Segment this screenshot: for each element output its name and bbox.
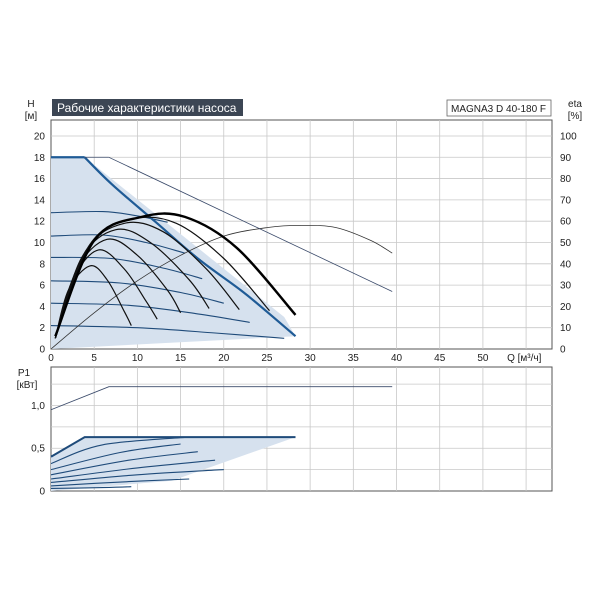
- constant-pressure-curve: [50, 256, 203, 280]
- x-tick-label: 30: [305, 353, 317, 364]
- chart-title: Рабочие характеристики насоса: [57, 101, 237, 115]
- x-tick-label: 5: [91, 353, 97, 364]
- title-box: [52, 99, 243, 116]
- constant-pressure-curve: [50, 280, 224, 304]
- speed-curve: [54, 221, 240, 339]
- y-axis-label: H: [27, 99, 34, 110]
- operating-area: [51, 157, 296, 349]
- y-axis-unit: [м]: [25, 111, 38, 122]
- power-curve: [50, 451, 198, 476]
- y-tick-label: 12: [34, 217, 46, 228]
- x-tick-label: 45: [434, 353, 446, 364]
- max-power-line: [50, 386, 393, 411]
- x-tick-label: 35: [348, 353, 360, 364]
- y2-tick-label: 20: [560, 302, 572, 313]
- upper-plot-content: [50, 156, 393, 350]
- power-curve: [50, 459, 216, 480]
- y2-tick-label: 50: [560, 238, 572, 249]
- power-curve: [50, 436, 190, 465]
- y-tick-label: 2: [39, 323, 45, 334]
- y2-tick-label: 10: [560, 323, 572, 334]
- power-tick-label: 1,0: [31, 401, 45, 412]
- y-tick-label: 16: [34, 174, 46, 185]
- lower-plot-frame: [50, 366, 553, 492]
- power-tick-label: 0,5: [31, 444, 45, 455]
- y2-tick-label: 0: [560, 345, 566, 356]
- efficiency-curve-secondary: [108, 156, 393, 292]
- power-axis-label: P1: [18, 368, 31, 379]
- y2-tick-label: 70: [560, 195, 572, 206]
- y2-tick-label: 30: [560, 281, 572, 292]
- model-label: MAGNA3 D 40-180 F: [451, 104, 546, 115]
- y-tick-label: 8: [39, 259, 45, 270]
- y2-tick-label: 80: [560, 174, 572, 185]
- model-label-box: [446, 99, 552, 117]
- y2-tick-label: 100: [560, 131, 577, 142]
- speed-curve: [54, 216, 270, 339]
- y2-axis-unit: [%]: [568, 111, 583, 122]
- efficiency-curve: [50, 224, 393, 350]
- power-axis-unit: [кВт]: [17, 380, 38, 391]
- power-curve: [50, 486, 132, 489]
- max-curve-boundary: [83, 156, 297, 338]
- y2-tick-label: 90: [560, 153, 572, 164]
- lower-tick-labels: 0 0,5 1,0: [31, 401, 45, 498]
- max-speed-curve: [54, 212, 297, 337]
- y-tick-label: 0: [39, 345, 45, 356]
- constant-pressure-curve: [50, 302, 250, 323]
- x-tick-label: 15: [175, 353, 187, 364]
- power-tick-label: 0: [39, 487, 45, 498]
- x-tick-label: 40: [391, 353, 403, 364]
- x-tick-label: 50: [477, 353, 489, 364]
- constant-pressure-curve: [50, 234, 186, 254]
- power-curve: [50, 478, 190, 487]
- constant-pressure-curve: [50, 325, 285, 339]
- y-tick-label: 18: [34, 153, 46, 164]
- power-curve: [50, 443, 181, 471]
- y2-tick-label: 60: [560, 217, 572, 228]
- y-tick-label: 20: [34, 131, 46, 142]
- x-tick-label: 25: [261, 353, 273, 364]
- constant-pressure-curve: [50, 210, 168, 223]
- x-tick-label: 20: [218, 353, 230, 364]
- x-tick-label: 0: [48, 353, 54, 364]
- lower-plot-content: [50, 386, 393, 491]
- y-tick-label: 6: [39, 281, 45, 292]
- y-tick-label: 10: [34, 238, 46, 249]
- power-curve: [50, 436, 296, 458]
- x-tick-label: 10: [132, 353, 144, 364]
- x-tick-label: Q [м³/ч]: [507, 353, 542, 364]
- y-tick-label: 4: [39, 302, 45, 313]
- y2-tick-label: 40: [560, 259, 572, 270]
- power-curve: [50, 469, 224, 483]
- y2-axis-label: eta: [568, 99, 582, 110]
- upper-tick-labels: 0 5 10 15 20 25 30 35 40 45 50 Q [м³/ч] 0 2 4 6 8 10 12 14 1…: [34, 131, 577, 364]
- speed-curve: [54, 228, 210, 339]
- y-tick-label: 14: [34, 195, 46, 206]
